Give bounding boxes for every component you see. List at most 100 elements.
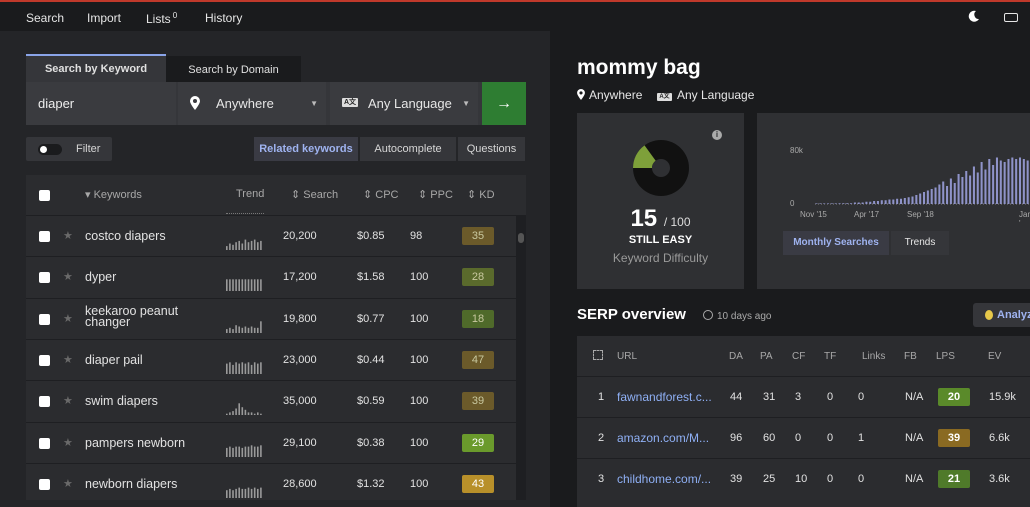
col-url: URL <box>617 351 638 362</box>
sparkline-bar <box>241 447 244 457</box>
table-row[interactable]: ★ diaper pail 23,000 $0.44 100 47 <box>26 338 516 380</box>
y-tick-top: 80k <box>790 146 803 155</box>
scrollbar[interactable] <box>516 215 526 500</box>
tab-autocomplete[interactable]: Autocomplete <box>360 137 456 161</box>
tab-questions[interactable]: Questions <box>458 137 525 161</box>
keyword-text[interactable]: costco diapers <box>85 229 166 243</box>
sparkline-bar <box>244 239 247 250</box>
serp-n: 3 <box>598 473 605 485</box>
top-nav: Search Import Lists 0 History <box>0 0 1030 31</box>
ppc-value: 100 <box>410 271 429 284</box>
kd-badge: 43 <box>462 474 494 493</box>
col-kd[interactable]: ⇕ KD <box>467 189 495 201</box>
col-ppc[interactable]: ⇕ PPC <box>418 189 453 201</box>
keyword-text[interactable]: swim diapers <box>85 394 158 409</box>
sparkline-bar <box>232 364 234 374</box>
tab-monthly-searches[interactable]: Monthly Searches <box>783 231 889 255</box>
keyword-text[interactable]: diaper pail <box>85 352 143 367</box>
serp-tf: 0 <box>827 473 834 485</box>
star-icon[interactable]: ★ <box>63 477 73 490</box>
keyword-text[interactable]: dyper <box>85 270 117 285</box>
expand-icon[interactable] <box>593 350 603 360</box>
row-checkbox[interactable] <box>39 354 50 366</box>
nav-search[interactable]: Search <box>26 11 65 25</box>
star-icon[interactable]: ★ <box>63 395 73 408</box>
keyword-input[interactable] <box>26 82 176 125</box>
select-all-checkbox[interactable] <box>39 190 50 201</box>
serp-table: URL DA PA CF TF Links FB LPS EV 1 fawnand… <box>577 336 1030 507</box>
tab-trends[interactable]: Trends <box>891 231 949 255</box>
trend-bar <box>815 203 818 204</box>
kd-badge: 29 <box>462 433 494 452</box>
scrollbar-thumb[interactable] <box>518 233 524 243</box>
table-row[interactable]: ★ keekaroo peanut changer 19,800 $0.77 100 18 <box>26 297 516 339</box>
star-icon[interactable]: ★ <box>63 271 73 284</box>
serp-url[interactable]: childhome.com/... <box>617 472 712 486</box>
table-row[interactable]: ★ costco diapers 20,200 $0.85 98 35 <box>26 215 516 256</box>
row-checkbox[interactable] <box>39 231 50 242</box>
trend-sparkline <box>226 239 262 250</box>
trend-bar <box>896 198 899 204</box>
tab-related-keywords[interactable]: Related keywords <box>254 137 358 161</box>
sparkline-bar <box>250 326 253 333</box>
star-icon[interactable]: ★ <box>63 312 73 325</box>
sparkline-bar <box>238 240 240 250</box>
row-checkbox[interactable] <box>39 396 50 408</box>
kd-badge: 39 <box>462 392 494 411</box>
info-icon[interactable]: i <box>712 130 722 140</box>
ppc-value: 100 <box>410 436 429 449</box>
sparkline-bar <box>257 242 259 250</box>
serp-ev: 3.6k <box>989 473 1010 485</box>
table-row[interactable]: ★ swim diapers 35,000 $0.59 100 39 <box>26 380 516 421</box>
lps-badge: 21 <box>938 470 970 488</box>
ppc-value: 100 <box>410 312 429 325</box>
tab-search-by-domain[interactable]: Search by Domain <box>166 56 301 84</box>
sparkline-bar <box>260 444 262 457</box>
trend-bar <box>1015 159 1018 204</box>
sparkline-bar <box>226 489 228 498</box>
sparkline-bar <box>238 363 240 374</box>
sparkline-bar <box>253 487 256 498</box>
sparkline-bar <box>250 412 253 416</box>
col-cpc-label: CPC <box>375 189 399 201</box>
language-select[interactable]: A文 Any Language ▼ <box>330 82 478 125</box>
table-row[interactable]: ★ dyper 17,200 $1.58 100 28 <box>26 256 516 297</box>
serp-pa: 60 <box>763 432 776 444</box>
lists-count: 0 <box>172 11 178 20</box>
star-icon[interactable]: ★ <box>63 436 73 449</box>
table-row[interactable]: ★ pampers newborn 29,100 $0.38 100 29 <box>26 421 516 463</box>
col-search[interactable]: ⇕ Search <box>291 189 339 201</box>
moon-icon[interactable] <box>968 10 980 22</box>
language-icon: A文 <box>342 98 358 107</box>
search-submit-button[interactable]: → <box>482 82 526 125</box>
col-cpc[interactable]: ⇕ CPC <box>363 189 399 201</box>
row-checkbox[interactable] <box>39 478 50 490</box>
star-icon[interactable]: ★ <box>63 230 73 242</box>
serp-url[interactable]: amazon.com/M... <box>617 431 710 445</box>
keyboard-icon[interactable] <box>1004 13 1018 22</box>
filter-toggle[interactable] <box>38 144 62 155</box>
keyword-text[interactable]: keekaroo peanut changer <box>85 303 179 329</box>
sparkline-bar <box>238 446 240 457</box>
trend-bar <box>1018 157 1022 204</box>
nav-import[interactable]: Import <box>87 11 122 25</box>
col-keywords[interactable]: ▾ Keywords <box>85 189 142 201</box>
row-checkbox[interactable] <box>39 313 50 325</box>
sparkline-bar <box>241 243 244 250</box>
analyze-button[interactable]: Analyz <box>973 303 1030 327</box>
row-checkbox[interactable] <box>39 272 50 284</box>
sparkline-bar <box>250 364 253 374</box>
table-row[interactable]: ★ newborn diapers 28,600 $1.32 100 43 <box>26 462 516 500</box>
row-checkbox[interactable] <box>39 437 50 449</box>
filter-button[interactable]: Filter <box>26 137 112 161</box>
serp-url[interactable]: fawnandforest.c... <box>617 390 712 404</box>
location-select[interactable]: Anywhere ▼ <box>178 82 326 125</box>
star-icon[interactable]: ★ <box>63 353 73 366</box>
trend-bar <box>949 178 952 204</box>
nav-lists[interactable]: Lists 0 <box>146 11 177 26</box>
keyword-text[interactable]: newborn diapers <box>85 476 178 491</box>
nav-history[interactable]: History <box>205 11 243 25</box>
keyword-text[interactable]: pampers newborn <box>85 435 186 450</box>
tab-search-by-keyword[interactable]: Search by Keyword <box>26 54 166 82</box>
trend-bar <box>876 201 879 204</box>
